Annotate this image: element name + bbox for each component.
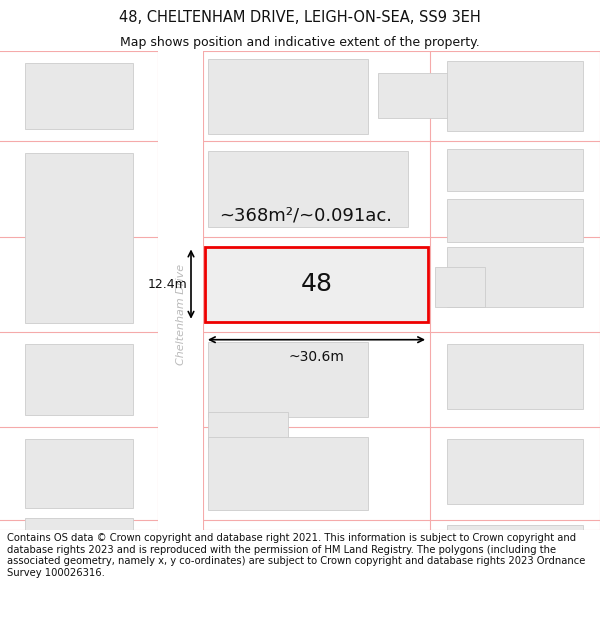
Bar xyxy=(378,73,458,118)
Bar xyxy=(447,246,583,307)
Bar xyxy=(447,61,583,131)
Bar xyxy=(205,246,428,322)
Bar xyxy=(25,439,133,508)
Bar xyxy=(25,63,133,129)
Bar xyxy=(208,151,408,226)
Bar xyxy=(208,59,368,134)
Text: ~368m²/~0.091ac.: ~368m²/~0.091ac. xyxy=(219,206,392,224)
Bar xyxy=(447,344,583,409)
Bar xyxy=(208,412,288,447)
Bar xyxy=(25,518,133,532)
Bar xyxy=(447,199,583,241)
Bar xyxy=(435,267,485,307)
Bar xyxy=(208,437,368,510)
Bar xyxy=(208,342,368,417)
Text: Map shows position and indicative extent of the property.: Map shows position and indicative extent… xyxy=(120,36,480,49)
Bar xyxy=(25,153,133,322)
Text: 48: 48 xyxy=(301,272,332,296)
Text: Contains OS data © Crown copyright and database right 2021. This information is : Contains OS data © Crown copyright and d… xyxy=(7,533,586,578)
Text: 48, CHELTENHAM DRIVE, LEIGH-ON-SEA, SS9 3EH: 48, CHELTENHAM DRIVE, LEIGH-ON-SEA, SS9 … xyxy=(119,10,481,25)
Bar xyxy=(158,51,203,530)
Text: Cheltenham Drive: Cheltenham Drive xyxy=(176,264,185,365)
Bar xyxy=(447,149,583,191)
Bar xyxy=(447,439,583,504)
Bar xyxy=(447,525,583,555)
Bar xyxy=(25,344,133,415)
Text: 12.4m: 12.4m xyxy=(147,278,187,291)
Text: ~30.6m: ~30.6m xyxy=(289,350,344,364)
